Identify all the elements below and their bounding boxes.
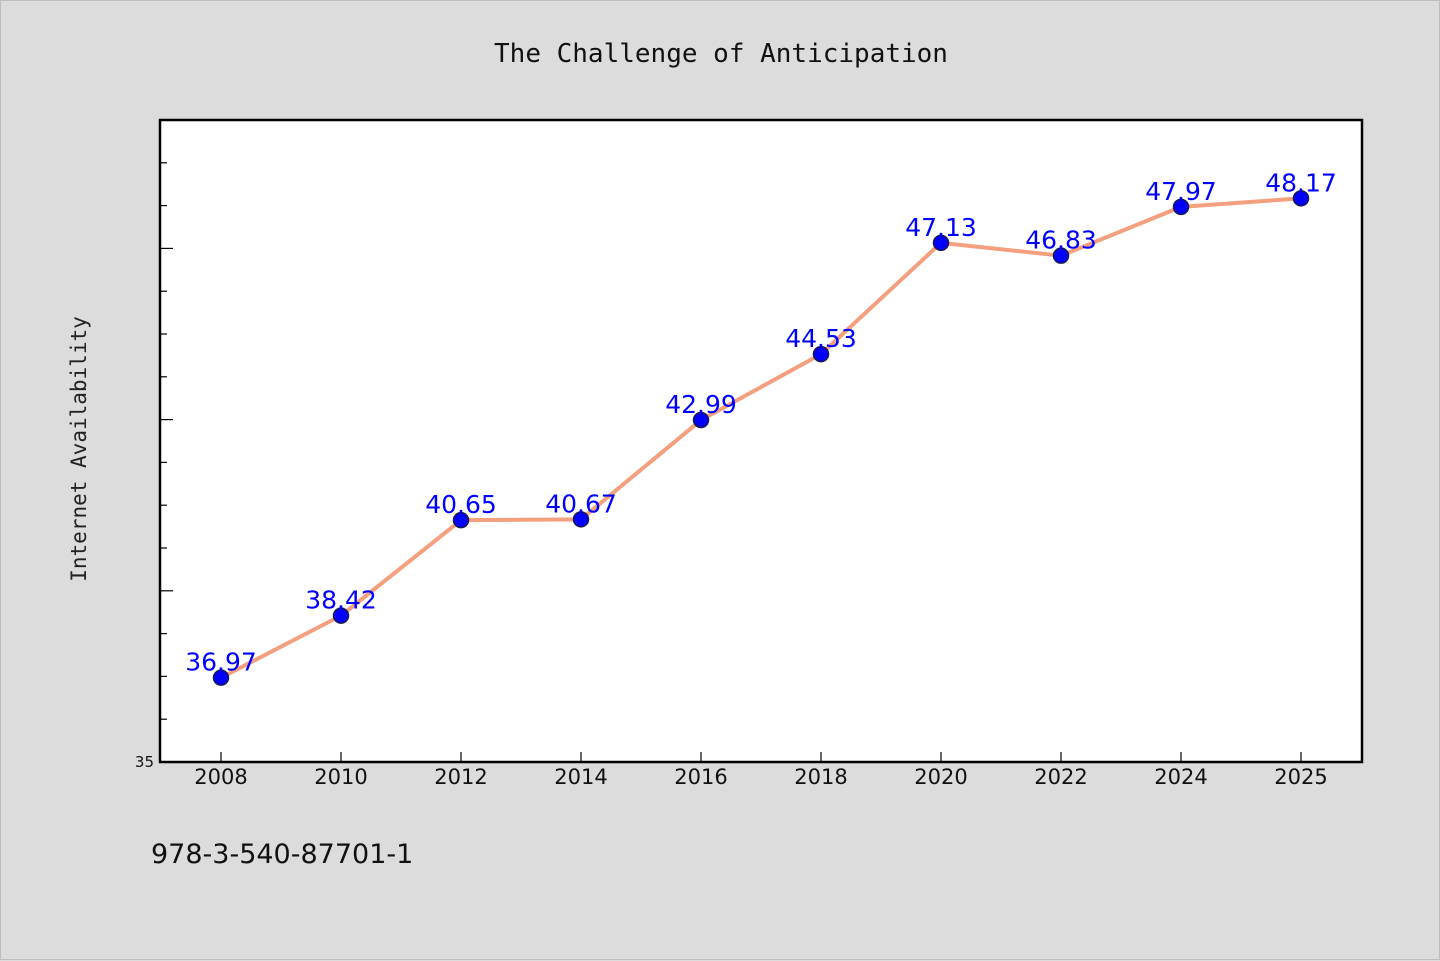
y-axis-label: Internet Availability [67, 316, 91, 582]
x-tick-label: 2018 [794, 765, 847, 789]
data-point [932, 234, 950, 252]
x-tick-label: 2016 [674, 765, 727, 789]
data-label: 46.83 [1025, 226, 1097, 255]
data-label: 48.17 [1265, 168, 1337, 197]
data-point [1172, 198, 1190, 216]
x-tick-label: 2008 [194, 765, 247, 789]
data-label: 47.97 [1145, 177, 1217, 206]
data-point [332, 607, 350, 624]
footer-isbn: 978-3-540-87701-1 [151, 839, 413, 870]
x-axis-labels: 2008 2010 2012 2014 2016 2018 2020 2022 2024 2025 [194, 765, 1327, 789]
data-label: 40.65 [425, 490, 497, 519]
data-label: 42.99 [665, 390, 737, 419]
x-tick-label: 2010 [314, 765, 367, 789]
data-point [572, 511, 590, 528]
x-tick-label: 2014 [554, 765, 607, 789]
x-tick-label: 2012 [434, 765, 487, 789]
x-tick-label: 2024 [1154, 765, 1207, 789]
data-point [1052, 247, 1070, 264]
data-point [692, 411, 710, 429]
x-axis-ticks [220, 752, 1302, 762]
data-label: 38.42 [305, 586, 377, 615]
plot-area [158, 118, 1364, 764]
data-label: 44.53 [785, 324, 857, 353]
data-label: 40.67 [545, 489, 617, 518]
data-point [1292, 190, 1310, 207]
series-line [219, 196, 1303, 680]
data-point [212, 669, 230, 686]
data-labels: 36.97 38.42 40.65 40.67 42.99 44.53 47.13 46.83… [185, 168, 1337, 676]
x-tick-label: 2025 [1274, 765, 1327, 789]
chart-title: The Challenge of Anticipation [494, 39, 948, 69]
data-point [812, 345, 830, 363]
data-point [452, 511, 470, 529]
y-tick-label: 35 [135, 753, 154, 771]
data-label: 47.13 [905, 213, 977, 242]
data-label: 36.97 [185, 648, 257, 677]
data-markers [212, 190, 1310, 686]
y-axis-ticks [160, 162, 173, 720]
x-tick-label: 2020 [914, 765, 967, 789]
x-tick-label: 2022 [1034, 765, 1087, 789]
